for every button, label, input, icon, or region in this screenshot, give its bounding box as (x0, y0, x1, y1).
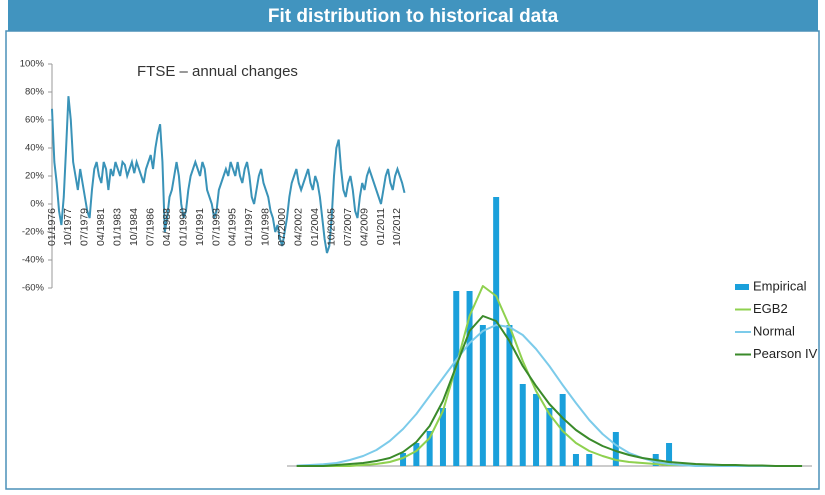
bar (572, 454, 579, 466)
chart-title: FTSE – annual changes (137, 63, 298, 80)
x-tick-label: 01/2004 (309, 208, 321, 246)
x-tick-label: 04/2002 (293, 208, 305, 246)
bar (400, 453, 407, 466)
bar (466, 291, 473, 466)
y-tick-label: 80% (25, 87, 45, 98)
x-tick-label: 07/2007 (342, 208, 354, 246)
fit-curve (296, 324, 803, 467)
x-tick-label: 10/1984 (128, 208, 140, 246)
data-line (51, 96, 406, 254)
x-tick-label: 04/1988 (161, 208, 173, 246)
x-tick-label: 10/2005 (325, 208, 337, 246)
legend-label: Pearson IV (753, 346, 818, 361)
bar (546, 408, 553, 466)
frame (5, 30, 820, 490)
title-bar (8, 0, 818, 31)
x-tick-label: 01/1990 (177, 208, 189, 246)
x-tick-label: 07/1993 (210, 208, 222, 246)
x-tick-label: 07/1979 (79, 208, 91, 246)
legend-label: Normal (753, 323, 795, 338)
x-tick-label: 10/1998 (260, 208, 272, 246)
fit-curve (296, 315, 803, 467)
x-tick-label: 01/2011 (375, 208, 387, 245)
y-tick-label: 0% (30, 199, 44, 210)
y-tick-label: -40% (22, 255, 45, 266)
legend-label: EGB2 (753, 301, 788, 316)
y-tick-label: 60% (25, 115, 45, 126)
bar (612, 432, 619, 466)
x-tick-label: 10/1977 (62, 208, 74, 246)
bar (533, 394, 540, 466)
x-tick-label: 10/2012 (391, 208, 403, 246)
x-tick-label: 04/2009 (358, 208, 370, 246)
y-tick-label: -20% (22, 227, 45, 238)
bar (666, 443, 673, 466)
x-tick-label: 04/1981 (95, 208, 107, 246)
x-tick-label: 07/1986 (144, 208, 156, 246)
y-tick-label: 20% (25, 171, 45, 182)
bar (493, 197, 500, 466)
x-tick-label: 01/1997 (243, 208, 255, 246)
bar (426, 431, 433, 466)
x-tick-label: 01/1976 (46, 208, 58, 246)
bar (453, 291, 460, 466)
slide-title: Fit distribution to historical data (268, 6, 559, 27)
legend-swatch (735, 284, 749, 290)
y-tick-label: 40% (25, 143, 45, 154)
bar (519, 384, 526, 466)
bar (479, 325, 486, 466)
legend-label: Empirical (753, 278, 807, 293)
x-tick-label: 07/2000 (276, 208, 288, 246)
bar (413, 443, 420, 466)
y-tick-label: 100% (20, 59, 45, 70)
x-tick-label: 01/1983 (112, 208, 124, 246)
bar (506, 325, 513, 466)
bar (586, 454, 593, 466)
y-tick-label: -60% (22, 283, 45, 294)
bar (439, 408, 446, 466)
x-tick-label: 04/1995 (227, 208, 239, 246)
x-tick-label: 10/1991 (194, 208, 206, 246)
